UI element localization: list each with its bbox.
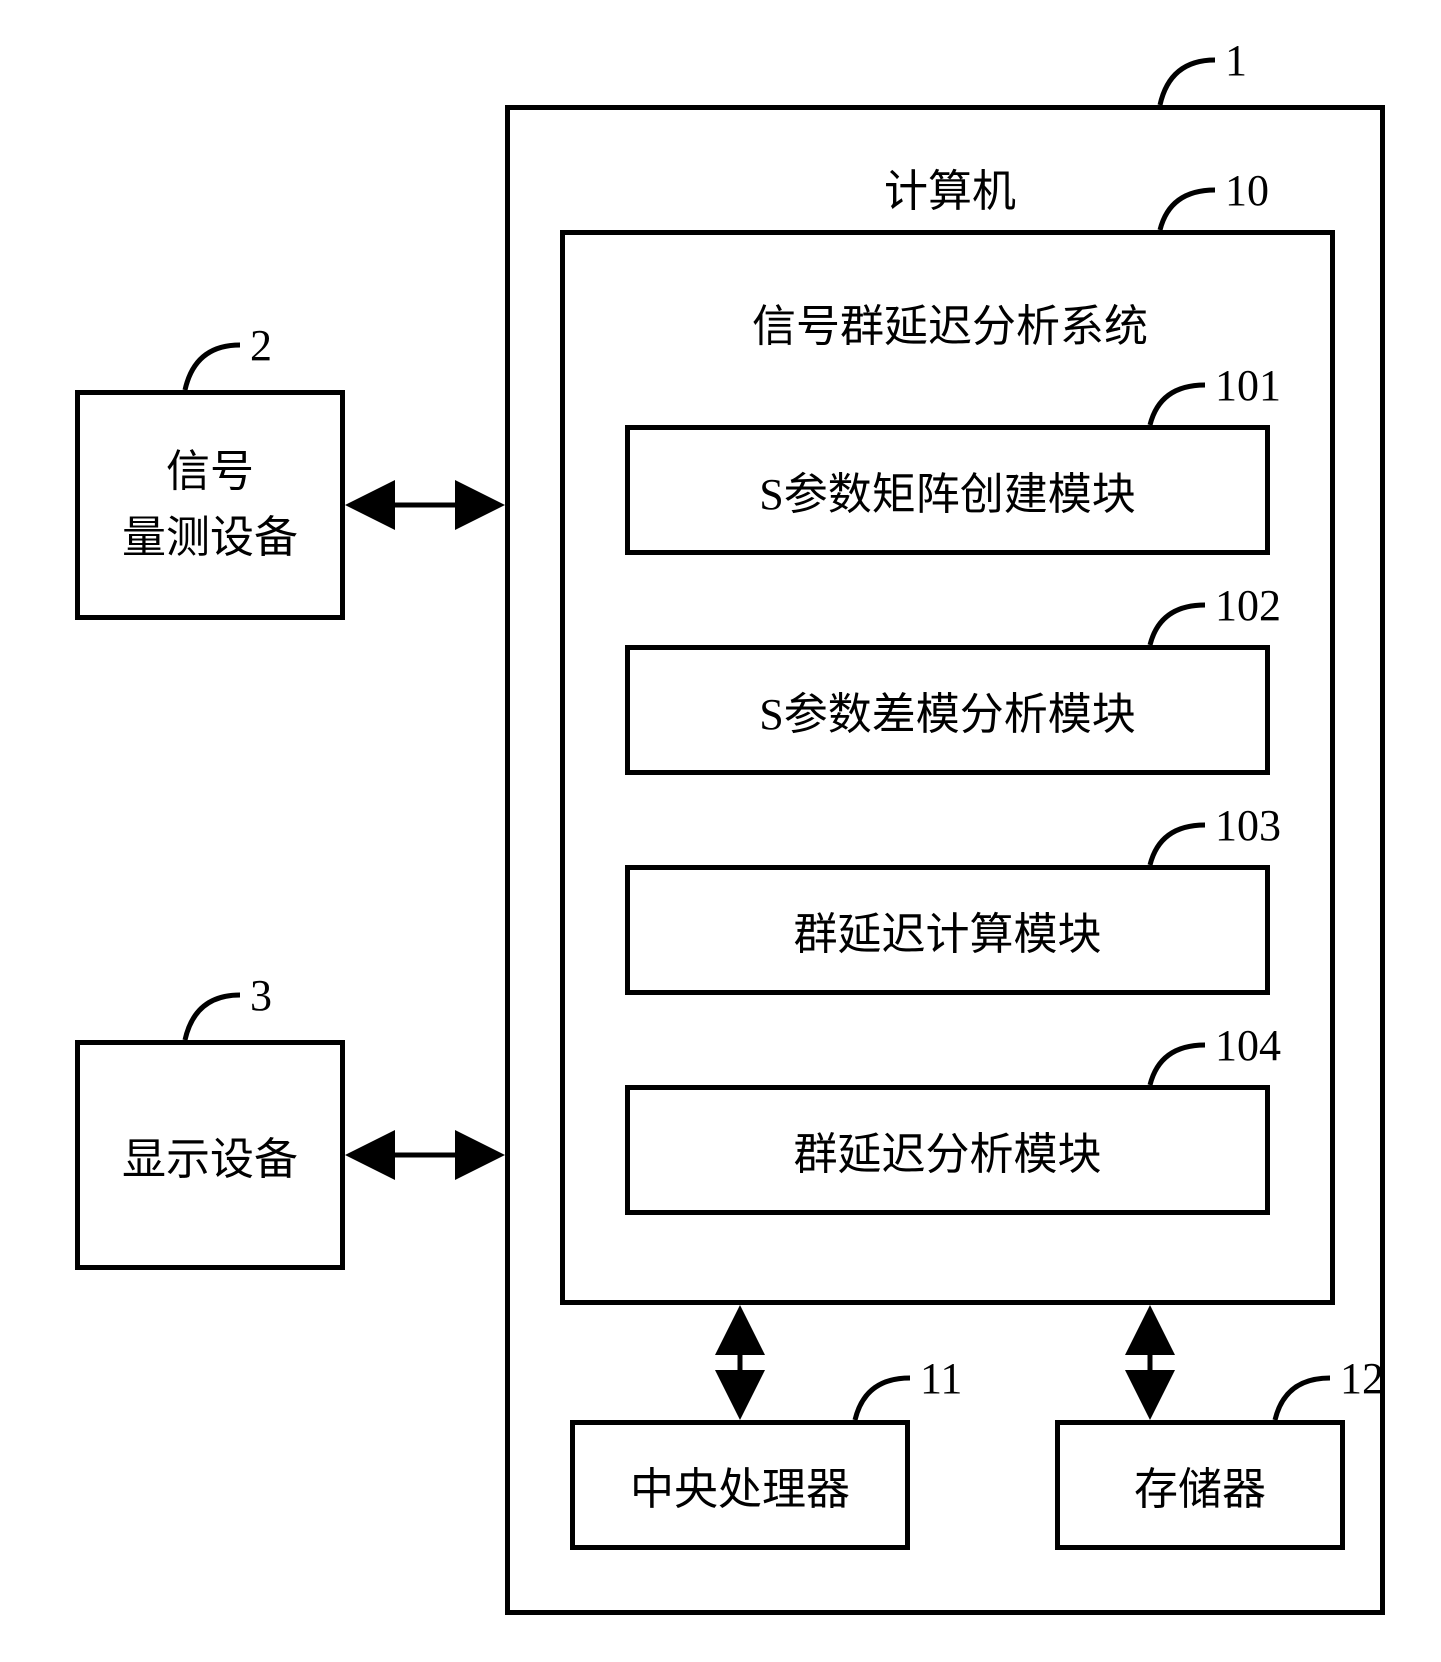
signal-device-label-1: 信号 bbox=[166, 439, 254, 505]
display-device-label: 显示设备 bbox=[122, 1123, 298, 1187]
leader-2 bbox=[185, 345, 240, 390]
module-104-label: 群延迟分析模块 bbox=[794, 1118, 1102, 1182]
ref-12: 12 bbox=[1340, 1353, 1384, 1404]
ref-11: 11 bbox=[920, 1353, 962, 1404]
signal-device-label-2: 量测设备 bbox=[122, 505, 298, 571]
ref-2: 2 bbox=[250, 320, 272, 371]
ref-1: 1 bbox=[1225, 35, 1247, 86]
display-device-box: 显示设备 bbox=[75, 1040, 345, 1270]
cpu-label: 中央处理器 bbox=[630, 1453, 850, 1517]
ref-3: 3 bbox=[250, 970, 272, 1021]
leader-1 bbox=[1160, 60, 1215, 105]
ref-102: 102 bbox=[1215, 580, 1281, 631]
signal-device-box: 信号 量测设备 bbox=[75, 390, 345, 620]
module-103-box: 群延迟计算模块 bbox=[625, 865, 1270, 995]
module-103-label: 群延迟计算模块 bbox=[794, 898, 1102, 962]
computer-title: 计算机 bbox=[800, 155, 1100, 219]
storage-label: 存储器 bbox=[1134, 1453, 1266, 1517]
ref-101: 101 bbox=[1215, 360, 1281, 411]
block-diagram: 计算机 信号群延迟分析系统 S参数矩阵创建模块 S参数差模分析模块 群延迟计算模… bbox=[0, 0, 1441, 1662]
module-102-label: S参数差模分析模块 bbox=[759, 678, 1135, 742]
module-104-box: 群延迟分析模块 bbox=[625, 1085, 1270, 1215]
analysis-system-title: 信号群延迟分析系统 bbox=[670, 290, 1230, 354]
leader-3 bbox=[185, 995, 240, 1040]
module-101-box: S参数矩阵创建模块 bbox=[625, 425, 1270, 555]
module-101-label: S参数矩阵创建模块 bbox=[759, 458, 1135, 522]
ref-104: 104 bbox=[1215, 1020, 1281, 1071]
module-102-box: S参数差模分析模块 bbox=[625, 645, 1270, 775]
cpu-box: 中央处理器 bbox=[570, 1420, 910, 1550]
ref-10: 10 bbox=[1225, 165, 1269, 216]
storage-box: 存储器 bbox=[1055, 1420, 1345, 1550]
ref-103: 103 bbox=[1215, 800, 1281, 851]
